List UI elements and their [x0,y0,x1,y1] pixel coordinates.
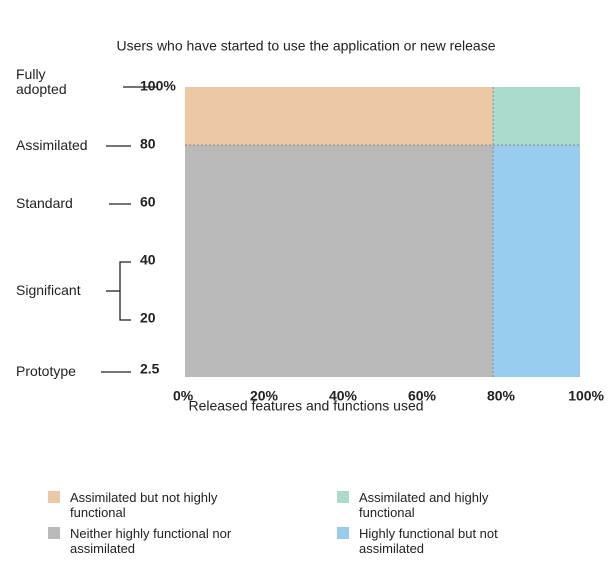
legend-swatch [337,491,349,503]
legend-swatch [48,527,60,539]
x-tick-label: 40% [329,388,358,404]
legend-label: Highly functional but not assimilated [359,526,498,556]
y-tick-label: 2.5 [140,360,160,376]
x-tick-label: 100% [568,388,604,404]
x-tick-label: 60% [408,388,437,404]
level-connectors [101,86,157,373]
chart-title: Users who have started to use the applic… [117,38,496,54]
level-label: Fully adopted [16,66,67,97]
level-label: Assimilated [16,137,88,153]
level-label: Significant [16,282,81,298]
legend-swatch [48,491,60,503]
region [185,87,494,145]
region [493,87,580,145]
legend-swatch [337,527,349,539]
y-tick-label: 100% [140,78,176,94]
level-label: Prototype [16,363,76,379]
plot-area [185,87,580,377]
x-axis-label: Released features and functions used [188,398,423,414]
y-tick-label: 60 [140,194,156,210]
legend-item: Assimilated and highly functional [337,490,577,520]
x-tick-label: 80% [487,388,516,404]
region [493,145,580,377]
x-tick-label: 0% [173,388,194,404]
legend-item: Neither highly functional nor assimilate… [48,526,288,556]
legend-label: Assimilated but not highly functional [70,490,218,520]
y-tick-label: 20 [140,310,156,326]
legend-item: Highly functional but not assimilated [337,526,577,556]
level-label: Standard [16,195,73,211]
x-tick-label: 20% [250,388,279,404]
legend-item: Assimilated but not highly functional [48,490,288,520]
y-tick-label: 80 [140,136,156,152]
y-tick-label: 40 [140,252,156,268]
legend-label: Neither highly functional nor assimilate… [70,526,232,556]
region [185,145,494,377]
legend-label: Assimilated and highly functional [359,490,489,520]
